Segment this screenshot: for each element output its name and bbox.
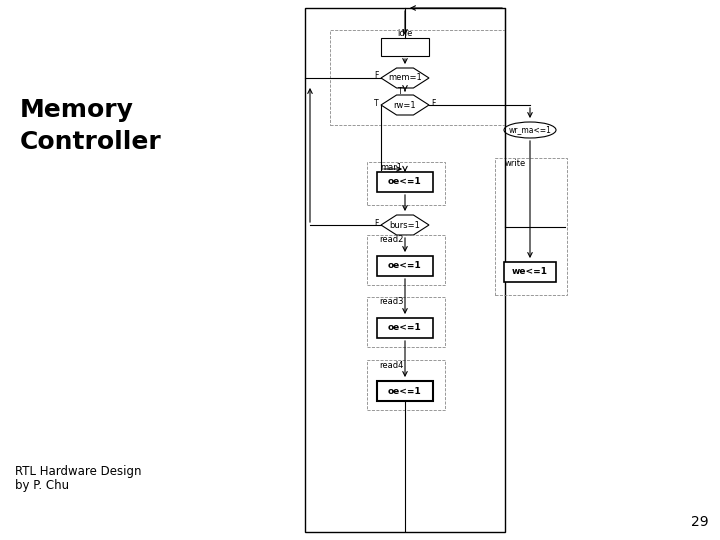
Text: Controller: Controller: [20, 130, 162, 154]
Text: oe<=1: oe<=1: [388, 261, 422, 271]
Bar: [504, 262, 556, 282]
Bar: [367, 297, 445, 347]
Bar: [377, 172, 433, 192]
Text: we<=1: we<=1: [512, 267, 548, 276]
Text: F: F: [431, 98, 435, 107]
Text: oe<=1: oe<=1: [388, 178, 422, 186]
Bar: [377, 256, 433, 276]
Text: F: F: [374, 219, 378, 227]
Text: write: write: [505, 159, 526, 168]
Polygon shape: [381, 215, 429, 235]
Text: T: T: [374, 98, 378, 107]
Text: oe<=1: oe<=1: [388, 387, 422, 395]
Bar: [377, 318, 433, 338]
Bar: [377, 381, 433, 401]
Polygon shape: [381, 68, 429, 88]
Bar: [305, 8, 505, 532]
Bar: [495, 158, 567, 295]
Ellipse shape: [504, 122, 556, 138]
Text: burs=1: burs=1: [390, 220, 420, 230]
Text: by P. Chu: by P. Chu: [15, 480, 69, 492]
Text: read4: read4: [379, 361, 403, 369]
Bar: [367, 162, 445, 205]
Text: idle: idle: [397, 29, 413, 37]
Text: wr_ma<=1: wr_ma<=1: [508, 125, 552, 134]
Bar: [367, 235, 445, 285]
Text: Memory: Memory: [20, 98, 134, 122]
Text: RTL Hardware Design: RTL Hardware Design: [15, 465, 142, 478]
Text: mar1: mar1: [380, 164, 402, 172]
Text: read2: read2: [379, 235, 403, 245]
Text: mem=1: mem=1: [388, 73, 422, 83]
Text: oe<=1: oe<=1: [388, 323, 422, 333]
Text: T: T: [397, 87, 402, 97]
Polygon shape: [381, 95, 429, 115]
Text: 29: 29: [691, 515, 708, 529]
Text: F: F: [374, 71, 378, 80]
Bar: [381, 38, 429, 56]
Bar: [367, 360, 445, 410]
Text: rw=1: rw=1: [394, 100, 416, 110]
Text: read3: read3: [379, 298, 403, 307]
Bar: [330, 30, 505, 125]
